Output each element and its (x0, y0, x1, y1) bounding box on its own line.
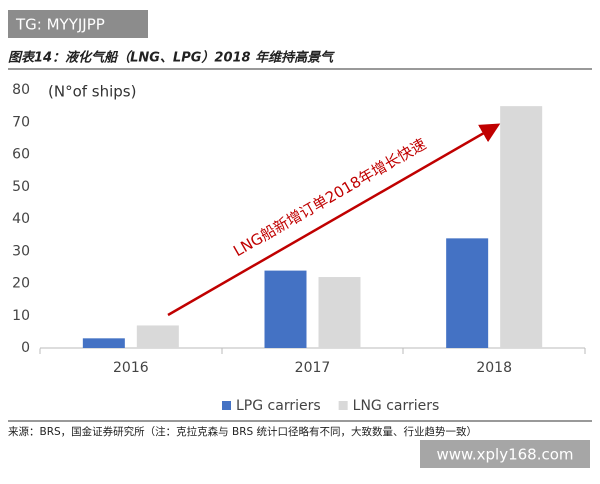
trend-arrow (167, 123, 501, 317)
watermark-box (8, 10, 148, 38)
bar (500, 106, 543, 348)
legend-swatch (338, 401, 348, 410)
y-tick-label: 0 (21, 340, 30, 356)
y-tick-label: 60 (12, 147, 30, 163)
y-axis-label: (N°of ships) (48, 83, 136, 101)
legend-label: LPG carriers (236, 398, 321, 414)
bar (446, 238, 489, 348)
x-tick-label: 2018 (476, 360, 512, 376)
y-tick-label: 70 (12, 114, 30, 130)
bar (82, 338, 125, 348)
bar (136, 325, 179, 348)
y-tick-label: 20 (12, 276, 30, 292)
watermark: www.xply168.com (436, 446, 573, 464)
legend-label: LNG carriers (353, 398, 440, 414)
y-tick-label: 40 (12, 211, 30, 227)
source: 来源：BRS，国金证券研究所（注：克拉克森与 BRS 统计口径略有不同，大致数量… (8, 425, 477, 438)
watermark-box (420, 440, 590, 468)
y-tick-label: 50 (12, 179, 30, 195)
y-tick-label: 30 (12, 243, 30, 259)
watermark: TG: MYYJJPP (15, 16, 105, 34)
y-tick-label: 80 (12, 82, 30, 98)
x-tick-label: 2016 (113, 360, 149, 376)
legend-swatch (222, 401, 231, 410)
x-tick-label: 2017 (295, 360, 331, 376)
bar (264, 270, 307, 348)
chart-title: 图表14：液化气船（LNG、LPG）2018 年维持高景气 (8, 50, 335, 66)
y-tick-label: 10 (12, 308, 30, 324)
annotation: LNG船新增订单2018年增长快速 (230, 135, 429, 260)
bar (318, 277, 361, 348)
